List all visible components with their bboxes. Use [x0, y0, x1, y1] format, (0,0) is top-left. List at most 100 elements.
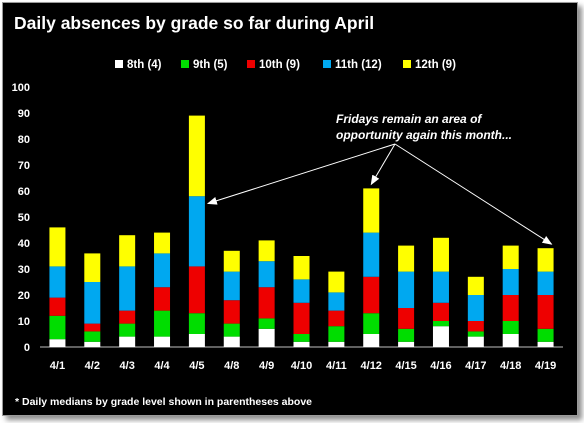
bar-segment [432, 321, 449, 327]
bar-segment [328, 292, 345, 311]
y-tick-label: 10 [18, 316, 30, 328]
bar-segment [398, 245, 415, 272]
bar-segment [258, 287, 275, 319]
bar-segment [223, 323, 240, 337]
bar-segment [188, 334, 205, 347]
bar-segment [537, 271, 554, 295]
bar-segment [537, 248, 554, 272]
bar-segment [84, 331, 101, 342]
legend-label: 10th (9) [259, 59, 300, 71]
bar-segment [258, 261, 275, 288]
y-tick-label: 0 [24, 342, 30, 354]
bar-segment [293, 256, 310, 280]
annotation-arrow [206, 143, 396, 205]
bar-segment [84, 253, 101, 282]
bar-segment [49, 266, 66, 298]
legend-swatch [115, 60, 123, 68]
bar-segment [293, 302, 310, 334]
footnote: * Daily medians by grade level shown in … [15, 396, 312, 408]
bar-segment [223, 300, 240, 324]
bar-segment [432, 326, 449, 347]
bar-segment [223, 250, 240, 272]
x-tick-label: 4/12 [361, 360, 382, 372]
bar-segment [363, 334, 380, 347]
legend-swatch [247, 60, 255, 68]
annotation-arrow [394, 143, 553, 245]
bar-segment [84, 282, 101, 324]
bar-segment [258, 318, 275, 329]
bar-segment [49, 227, 66, 267]
bar-segment [328, 271, 345, 293]
bar-segment [188, 266, 205, 314]
x-tick-label: 4/2 [85, 360, 100, 372]
bar-segment [258, 240, 275, 262]
legend-label: 12th (9) [415, 59, 456, 71]
bar-segment [154, 232, 171, 254]
bar-segment [363, 313, 380, 334]
bar-segment [84, 323, 101, 332]
bar-segment [293, 279, 310, 303]
annotation-line-2: opportunity again this month... [336, 128, 512, 142]
bar-segment [432, 302, 449, 321]
bar-segment [502, 269, 519, 295]
x-tick-label: 4/17 [465, 360, 486, 372]
legend-swatch [403, 60, 411, 68]
bar-segment [119, 235, 136, 267]
x-tick-label: 4/10 [291, 360, 312, 372]
chart-title: Daily absences by grade so far during Ap… [14, 13, 374, 33]
bars [49, 115, 554, 347]
annotation: Fridays remain an area of opportunity ag… [206, 112, 553, 245]
x-tick-label: 4/11 [326, 360, 347, 372]
y-tick-label: 30 [18, 264, 30, 276]
legend-label: 8th (4) [127, 59, 162, 71]
x-tick-label: 4/15 [395, 360, 416, 372]
x-tick-label: 4/18 [500, 360, 521, 372]
chart-frame: Daily absences by grade so far during Ap… [2, 2, 578, 416]
legend-label: 11th (12) [335, 59, 382, 71]
chart-svg: Daily absences by grade so far during Ap… [12, 13, 563, 408]
x-tick-label: 4/3 [120, 360, 135, 372]
bar-segment [467, 331, 484, 337]
y-tick-label: 50 [18, 212, 30, 224]
bar-segment [119, 266, 136, 311]
y-tick-label: 90 [18, 108, 30, 120]
bar-segment [258, 328, 275, 347]
bar-segment [398, 328, 415, 342]
y-tick-label: 40 [18, 238, 30, 250]
bar-segment [467, 321, 484, 332]
bar-segment [502, 295, 519, 321]
x-tick-label: 4/5 [189, 360, 204, 372]
x-tick-label: 4/4 [154, 360, 170, 372]
bar-segment [537, 341, 554, 347]
bar-segment [188, 115, 205, 197]
bar-segment [363, 276, 380, 314]
bar-segment [119, 310, 136, 324]
bar-segment [432, 271, 449, 303]
bar-segment [49, 339, 66, 347]
bar-segment [502, 321, 519, 334]
bar-segment [328, 326, 345, 342]
bar-segment [398, 308, 415, 329]
bar-segment [398, 271, 415, 308]
bar-segment [154, 336, 171, 347]
y-tick-label: 20 [18, 290, 30, 302]
legend-swatch [323, 60, 331, 68]
bar-segment [328, 310, 345, 327]
bar-segment [398, 341, 415, 347]
y-tick-label: 80 [18, 134, 30, 146]
bar-segment [363, 232, 380, 277]
bar-segment [328, 341, 345, 347]
bar-segment [119, 336, 136, 347]
bar-segment [188, 196, 205, 267]
bar-segment [293, 341, 310, 347]
bar-segment [223, 271, 240, 301]
bar-segment [467, 295, 484, 321]
annotation-arrow [370, 143, 396, 186]
bar-segment [154, 253, 171, 288]
bar-segment [502, 245, 519, 269]
x-tick-label: 4/16 [430, 360, 451, 372]
x-tick-label: 4/1 [50, 360, 65, 372]
bar-segment [537, 295, 554, 329]
legend: 8th (4) 9th (5) 10th (9) 11th (12) 12th (9) [115, 59, 456, 71]
bar-segment [154, 287, 171, 311]
